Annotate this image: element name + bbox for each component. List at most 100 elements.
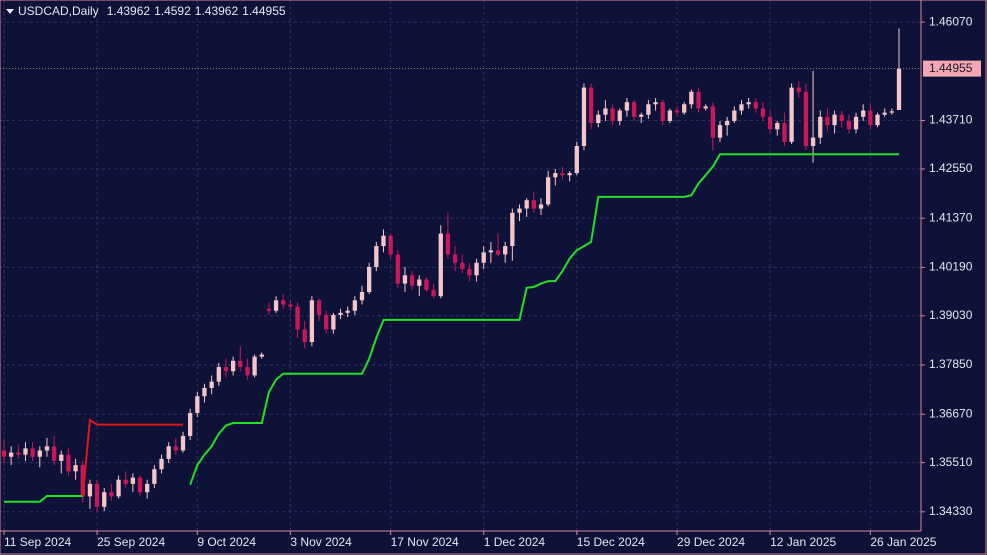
candle-body — [868, 110, 873, 126]
candle-body — [1, 450, 7, 457]
candle-body — [130, 477, 136, 484]
y-tick-label: 1.34330 — [929, 504, 973, 518]
candle-body — [503, 246, 508, 255]
candle-body — [424, 279, 429, 290]
candle-body — [338, 312, 343, 315]
candle-body — [452, 254, 458, 263]
candle-body — [782, 123, 787, 142]
low: 1.43962 — [195, 4, 239, 18]
candle-body — [195, 396, 200, 413]
candle-body — [796, 87, 801, 92]
candle-body — [832, 114, 837, 126]
supertrend-line — [81, 418, 183, 497]
candle-body — [846, 120, 852, 130]
candle-body — [417, 279, 422, 286]
y-tick-label: 1.36670 — [929, 406, 973, 420]
candle-body — [818, 116, 823, 138]
candle-body — [624, 102, 630, 111]
candle-body — [252, 356, 257, 376]
candle-body — [510, 212, 515, 247]
candle-body — [789, 87, 794, 142]
y-tick-label: 1.39030 — [929, 308, 973, 322]
x-tick-label: 29 Dec 2024 — [677, 535, 745, 549]
candle-body — [216, 367, 221, 382]
candle-body — [102, 492, 107, 507]
candle-body — [710, 106, 715, 138]
x-tick-label: 26 Jan 2025 — [870, 535, 936, 549]
candle-body — [381, 235, 386, 247]
candle-body — [474, 262, 479, 276]
candle-body — [295, 306, 300, 330]
header: USDCAD,Daily 1.43962 1.4592 1.43962 1.44955 — [18, 4, 286, 18]
candle-body — [259, 354, 264, 357]
candle-body — [145, 483, 150, 493]
candle-body — [166, 446, 171, 459]
candle-body — [588, 87, 594, 124]
candle-body — [839, 114, 844, 121]
candle-body — [495, 250, 501, 255]
candle-body — [324, 314, 329, 330]
current-price-label: 1.44955 — [929, 61, 973, 75]
candle-body — [739, 104, 744, 111]
candle-body — [467, 269, 472, 276]
candle-body — [660, 102, 665, 121]
candle-body — [825, 116, 830, 126]
plot — [0, 28, 921, 512]
candle-body — [682, 104, 687, 113]
candle-body — [87, 483, 93, 497]
candle-body — [94, 483, 100, 507]
y-tick-label: 1.43710 — [929, 113, 973, 127]
candle-body — [753, 102, 758, 109]
candle-body — [345, 310, 350, 313]
candle-body — [553, 173, 558, 178]
candle-body — [245, 367, 250, 376]
candle-body — [560, 173, 565, 176]
candle-body — [725, 120, 730, 126]
candle-body — [352, 300, 357, 311]
candle-body — [875, 114, 880, 126]
candle-body — [889, 111, 894, 113]
candle-body — [610, 108, 615, 121]
candle-body — [481, 252, 486, 263]
candle-body — [30, 448, 35, 457]
x-tick-label: 11 Sep 2024 — [4, 535, 71, 549]
candle-body — [810, 137, 816, 146]
x-tick-label: 25 Sep 2024 — [97, 535, 165, 549]
supertrend-line — [4, 153, 899, 503]
candle-body — [202, 387, 207, 397]
candle-body — [853, 116, 859, 130]
candle-body — [567, 173, 572, 176]
candle-body — [37, 450, 42, 457]
candle-body — [717, 125, 723, 138]
candle-body — [581, 87, 587, 146]
candle-body — [230, 360, 236, 372]
candle-body — [388, 235, 393, 255]
candle-body — [137, 477, 143, 493]
y-tick-label: 1.35510 — [929, 455, 973, 469]
candle-body — [109, 492, 114, 497]
x-tick-label: 3 Nov 2024 — [290, 535, 352, 549]
candle-body — [653, 102, 658, 105]
candle-body — [309, 300, 315, 343]
candle-body — [767, 116, 773, 130]
candle-body — [273, 300, 279, 311]
candle-body — [696, 91, 701, 109]
menu-arrow — [6, 9, 14, 14]
candle-body — [66, 454, 71, 472]
candle-body — [617, 110, 622, 121]
candle-body — [238, 360, 243, 368]
candle-body — [9, 452, 14, 457]
candle-body — [51, 446, 57, 461]
candle-body — [23, 448, 28, 455]
candle-body — [316, 300, 322, 315]
close: 1.44955 — [242, 4, 286, 18]
candle-body — [431, 289, 436, 297]
candle-body — [331, 314, 336, 330]
y-tick-label: 1.41370 — [929, 210, 973, 224]
candle-body — [44, 446, 50, 451]
candle-body — [159, 458, 164, 470]
candle-body — [667, 110, 673, 121]
candle-body — [59, 454, 64, 461]
candle-body — [116, 479, 121, 497]
